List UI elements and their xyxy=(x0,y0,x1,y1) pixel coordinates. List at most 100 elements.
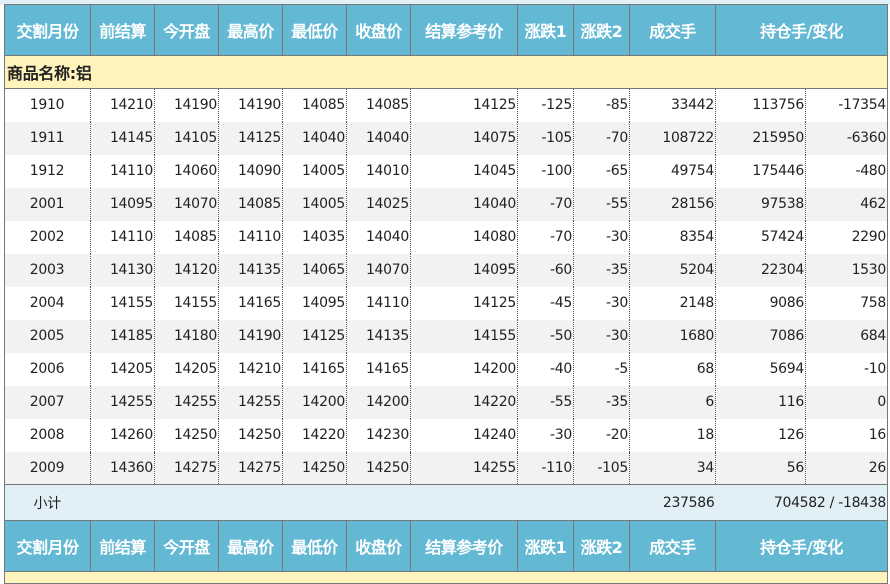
table-cell: -20 xyxy=(573,418,630,452)
table-cell: 14210 xyxy=(90,88,155,122)
column-header[interactable]: 涨跌1 xyxy=(517,4,574,56)
table-cell: 14165 xyxy=(346,352,411,386)
column-header[interactable]: 最高价 xyxy=(218,520,283,572)
table-cell: 14240 xyxy=(410,418,518,452)
table-cell: 14155 xyxy=(410,319,518,353)
table-cell: 684 xyxy=(804,319,889,353)
table-row: 2004 14155 14155 14165 14095 14110 14125 -45 -30… xyxy=(4,286,889,320)
table-cell: 57424 xyxy=(715,220,806,254)
table-cell: 0 xyxy=(804,385,889,419)
table-cell: 14135 xyxy=(218,253,283,287)
column-header[interactable]: 收盘价 xyxy=(346,4,411,56)
table-cell: 14255 xyxy=(218,385,283,419)
table-cell: 215950 xyxy=(715,121,806,155)
table-cell: -5 xyxy=(573,352,630,386)
table-cell: -85 xyxy=(573,88,630,122)
table-cell: 14110 xyxy=(90,220,155,254)
table-cell: 2004 xyxy=(4,286,91,320)
table-cell: 7086 xyxy=(715,319,806,353)
column-header[interactable]: 前结算 xyxy=(90,520,155,572)
table-cell: 14110 xyxy=(218,220,283,254)
table-cell: 14205 xyxy=(90,352,155,386)
table-cell: 2005 xyxy=(4,319,91,353)
table-cell: 5694 xyxy=(715,352,806,386)
table-cell: 14110 xyxy=(346,286,411,320)
table-cell: 2008 xyxy=(4,418,91,452)
table-cell: 14165 xyxy=(218,286,283,320)
table-cell: 2006 xyxy=(4,352,91,386)
table-row: 1910 14210 14190 14190 14085 14085 14125 -125 -8… xyxy=(4,88,889,122)
table-cell: -30 xyxy=(517,418,574,452)
table-cell: 14155 xyxy=(154,286,219,320)
table-cell: 14080 xyxy=(410,220,518,254)
column-header[interactable]: 今开盘 xyxy=(154,520,219,572)
product-name: 商品名称:铝 xyxy=(3,55,889,89)
table-cell: 14250 xyxy=(346,451,411,485)
table-cell: -70 xyxy=(573,121,630,155)
column-header[interactable]: 持仓手/变化 xyxy=(714,520,889,572)
column-header[interactable]: 涨跌1 xyxy=(517,520,574,572)
next-product-row xyxy=(3,571,889,584)
table-cell: -105 xyxy=(517,121,574,155)
table-cell: 14185 xyxy=(90,319,155,353)
table-cell: 758 xyxy=(804,286,889,320)
table-cell: 14360 xyxy=(90,451,155,485)
table-cell: 14260 xyxy=(90,418,155,452)
table-cell: 22304 xyxy=(715,253,806,287)
table-row: 2006 14205 14205 14210 14165 14165 14200 -40 -5 6… xyxy=(4,352,889,386)
column-header[interactable]: 今开盘 xyxy=(154,4,219,56)
table-cell: -35 xyxy=(573,385,630,419)
table-cell: 28156 xyxy=(629,187,716,221)
column-header[interactable]: 收盘价 xyxy=(346,520,411,572)
table-cell: 14040 xyxy=(346,121,411,155)
table-cell: 33442 xyxy=(629,88,716,122)
table-cell: 14200 xyxy=(346,385,411,419)
table-cell: 14250 xyxy=(282,451,347,485)
table-cell: 14275 xyxy=(154,451,219,485)
table-cell: 14165 xyxy=(282,352,347,386)
table-cell: 14145 xyxy=(90,121,155,155)
table-cell: -55 xyxy=(573,187,630,221)
table-row: 1911 14145 14105 14125 14040 14040 14075 -105 -7… xyxy=(4,121,889,155)
table-row: 1912 14110 14060 14090 14005 14010 14045 -100 -6… xyxy=(4,154,889,188)
table-cell: 14025 xyxy=(346,187,411,221)
subtotal-row: 小计 237586 704582 / -18438 xyxy=(4,484,889,521)
column-header[interactable]: 结算参考价 xyxy=(410,520,518,572)
column-header[interactable]: 涨跌2 xyxy=(573,4,630,56)
column-header[interactable]: 成交手 xyxy=(629,4,716,56)
table-cell: 14090 xyxy=(218,154,283,188)
table-cell: 108722 xyxy=(629,121,716,155)
table-cell: -30 xyxy=(573,319,630,353)
column-header[interactable]: 涨跌2 xyxy=(573,520,630,572)
table-cell: -70 xyxy=(517,187,574,221)
table-row: 2003 14130 14120 14135 14065 14070 14095 -60 -35… xyxy=(4,253,889,287)
table-row: 2009 14360 14275 14275 14250 14250 14255 -110 -1… xyxy=(4,451,889,485)
table-cell: 14065 xyxy=(282,253,347,287)
table-row: 2008 14260 14250 14250 14220 14230 14240 -30 -20… xyxy=(4,418,889,452)
table-cell: 14035 xyxy=(282,220,347,254)
table-cell: -30 xyxy=(573,286,630,320)
table-cell: -45 xyxy=(517,286,574,320)
table-cell: 14155 xyxy=(90,286,155,320)
column-header[interactable]: 持仓手/变化 xyxy=(714,4,889,56)
column-header[interactable]: 最高价 xyxy=(218,4,283,56)
table-cell: 14005 xyxy=(282,154,347,188)
column-header[interactable]: 前结算 xyxy=(90,4,155,56)
table-cell: -40 xyxy=(517,352,574,386)
table-cell: 26 xyxy=(804,451,889,485)
column-header[interactable]: 最低价 xyxy=(282,4,347,56)
table-cell: -110 xyxy=(517,451,574,485)
table-cell: 56 xyxy=(715,451,806,485)
table-row: 2002 14110 14085 14110 14035 14040 14080 -70 -30… xyxy=(4,220,889,254)
table-cell: 14135 xyxy=(346,319,411,353)
column-header[interactable]: 结算参考价 xyxy=(410,4,518,56)
table-cell: 14095 xyxy=(90,187,155,221)
column-header[interactable]: 交割月份 xyxy=(4,520,91,572)
table-cell: 14220 xyxy=(282,418,347,452)
table-cell: 14040 xyxy=(346,220,411,254)
column-header[interactable]: 交割月份 xyxy=(4,4,91,56)
table-cell: 2290 xyxy=(804,220,889,254)
table-cell: -70 xyxy=(517,220,574,254)
column-header[interactable]: 最低价 xyxy=(282,520,347,572)
column-header[interactable]: 成交手 xyxy=(629,520,716,572)
